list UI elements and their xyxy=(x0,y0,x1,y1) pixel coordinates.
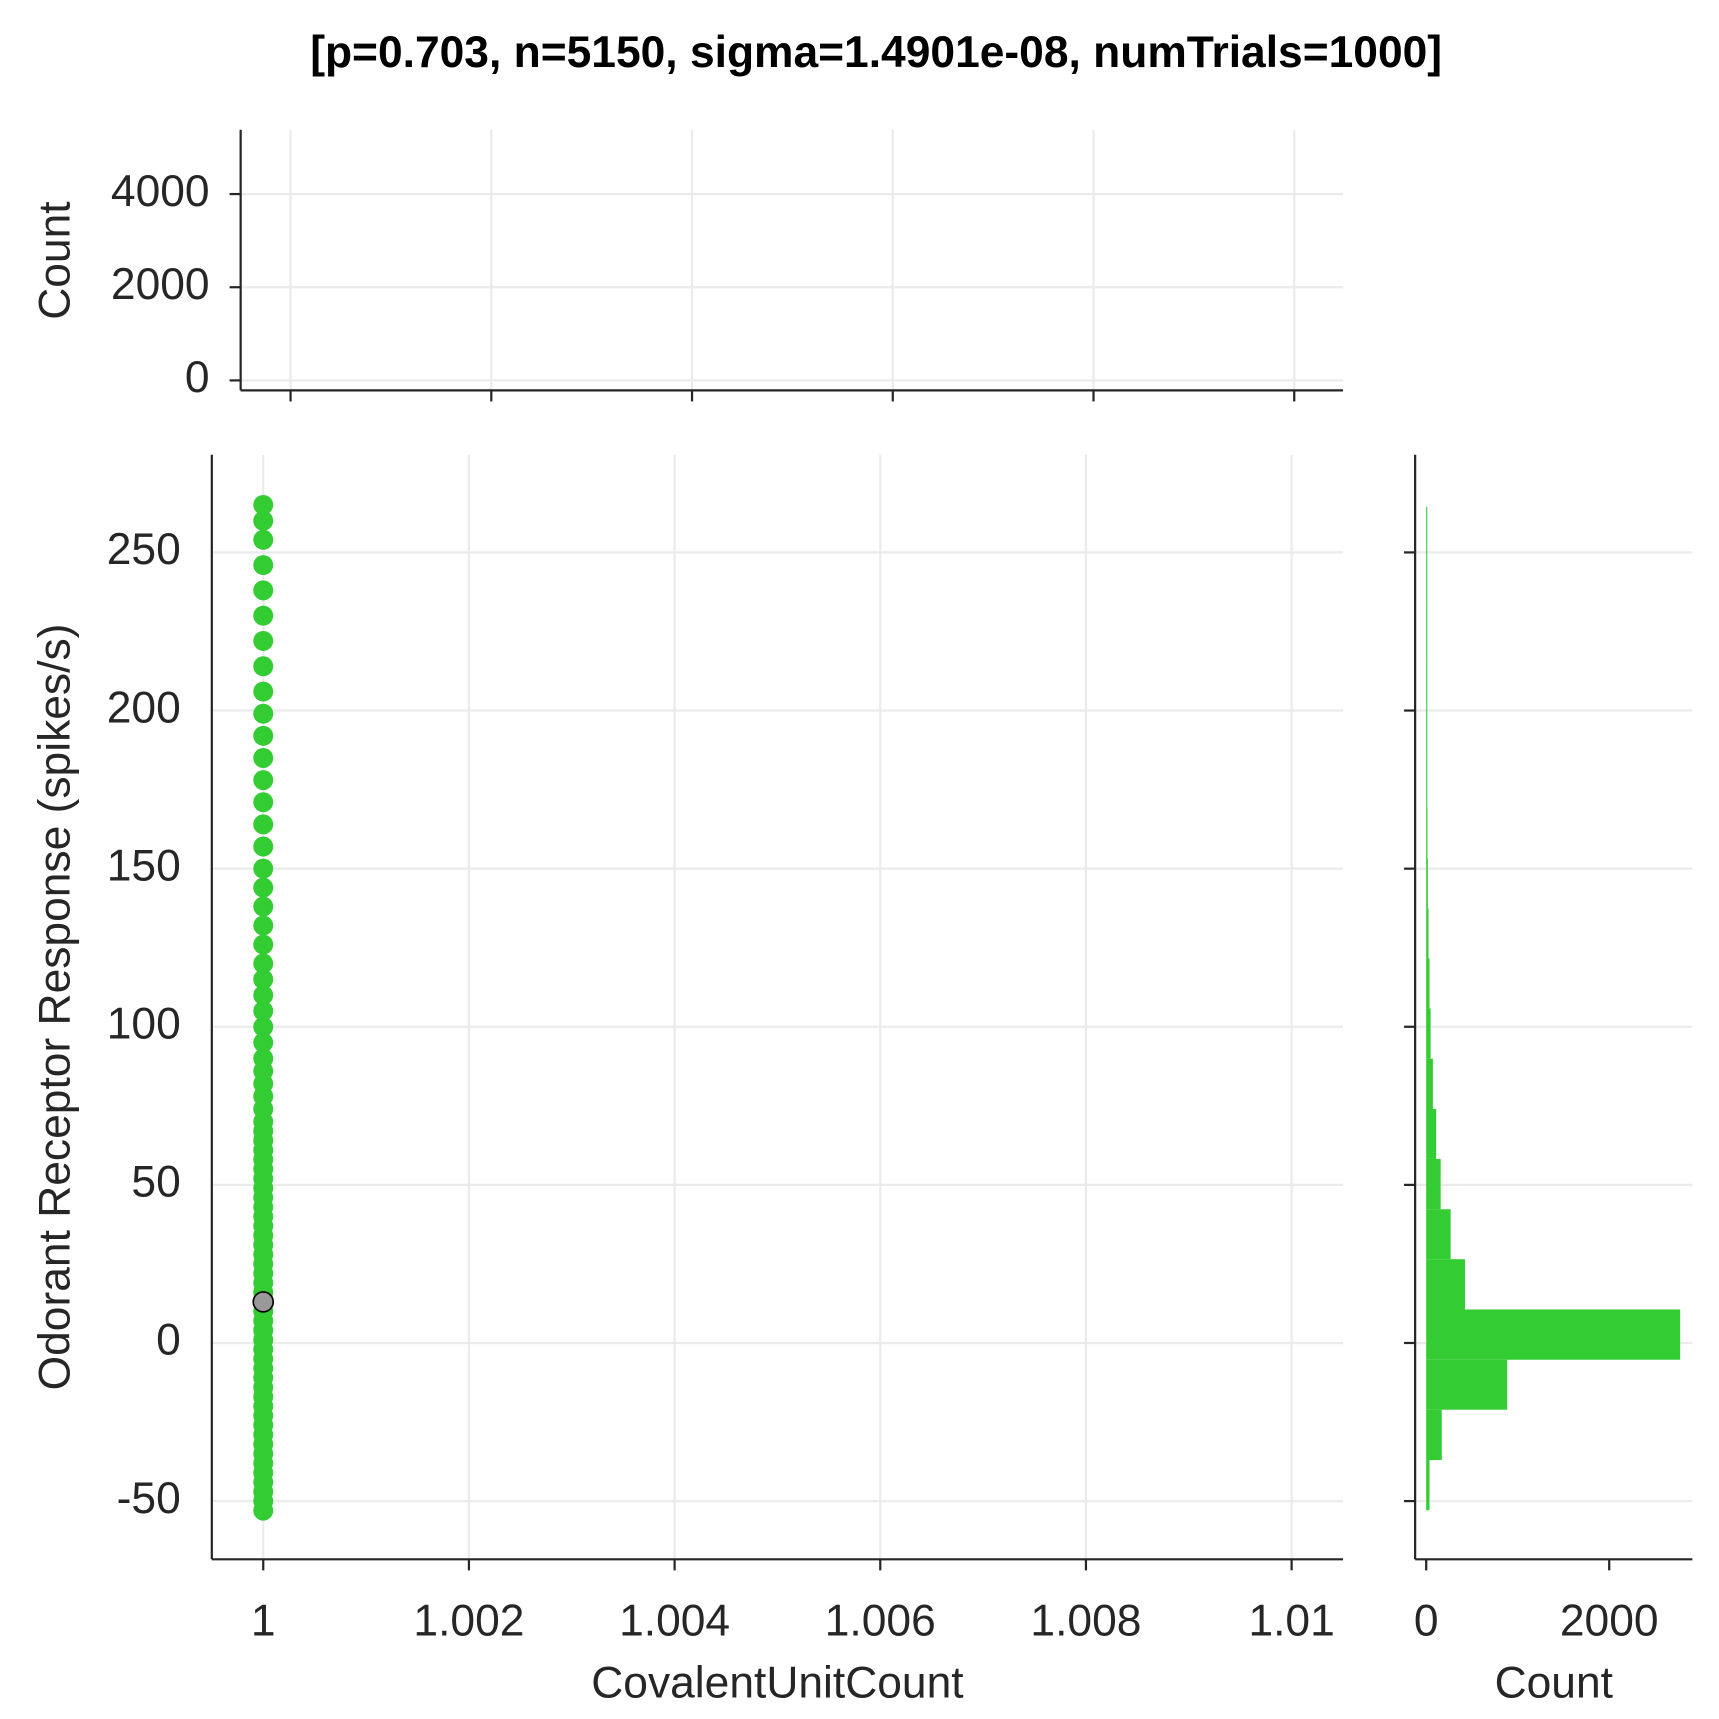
point xyxy=(253,858,274,879)
point xyxy=(253,792,274,813)
y-tick-label: 200 xyxy=(107,683,181,732)
bar xyxy=(1426,1209,1451,1260)
point xyxy=(253,953,274,974)
x-tick-label: 1.006 xyxy=(825,1596,936,1645)
bar xyxy=(1426,807,1428,859)
point xyxy=(253,1016,274,1037)
y-axis-label: Odorant Receptor Response (spikes/s) xyxy=(30,624,79,1391)
point xyxy=(253,725,274,746)
x-tick-label: 1 xyxy=(251,1596,276,1645)
x-tick-label: 1.01 xyxy=(1248,1596,1334,1645)
y-tick-label: 0 xyxy=(156,1316,181,1365)
point xyxy=(253,915,274,936)
bar xyxy=(1426,1359,1508,1410)
x-tick-label: 0 xyxy=(1414,1596,1439,1645)
x-axis-label: Count xyxy=(1495,1658,1613,1707)
point xyxy=(253,969,274,990)
bar xyxy=(1426,908,1429,959)
point xyxy=(253,934,274,955)
point xyxy=(253,495,274,515)
x-tick-label: 1.004 xyxy=(619,1596,730,1645)
bar xyxy=(1426,1058,1433,1109)
point xyxy=(253,896,274,917)
chart-title: [p=0.703, n=5150, sigma=1.4901e-08, numT… xyxy=(310,28,1442,77)
top-x-ticks xyxy=(289,129,1296,402)
bar xyxy=(1426,607,1428,658)
bar xyxy=(1426,506,1428,558)
y-axis-label: Count xyxy=(30,201,79,319)
point xyxy=(252,1291,275,1313)
bar xyxy=(1426,1008,1431,1059)
bar xyxy=(1426,707,1428,758)
point xyxy=(253,836,274,857)
y-tick-label: 2000 xyxy=(111,260,210,309)
point xyxy=(253,814,274,835)
x-tick-label: 2000 xyxy=(1560,1596,1659,1645)
bar xyxy=(1426,858,1428,909)
bar xyxy=(1426,1108,1437,1159)
y-tick-label: 100 xyxy=(107,999,181,1048)
x-axis-label: CovalentUnitCount xyxy=(591,1658,963,1707)
y-tick-label: 4000 xyxy=(111,167,210,216)
bar xyxy=(1426,757,1428,808)
bar xyxy=(1426,1309,1681,1360)
point xyxy=(253,1048,274,1069)
bar xyxy=(1426,1158,1441,1210)
point xyxy=(253,747,274,768)
point xyxy=(253,630,274,651)
point xyxy=(253,656,274,677)
point xyxy=(253,580,274,601)
y-tick-label: 50 xyxy=(131,1158,180,1207)
y-tick-label: 0 xyxy=(185,353,210,402)
point xyxy=(253,529,274,550)
y-tick-label: 150 xyxy=(107,841,181,890)
point xyxy=(253,770,274,791)
point xyxy=(253,681,274,702)
point xyxy=(253,510,274,531)
bar xyxy=(1426,1460,1430,1511)
point xyxy=(253,703,274,724)
bar xyxy=(1426,557,1428,608)
bar xyxy=(1426,958,1430,1009)
point xyxy=(253,985,274,1006)
point xyxy=(253,1000,274,1021)
bar xyxy=(1426,1259,1465,1310)
y-tick-label: 250 xyxy=(107,525,181,574)
point xyxy=(253,877,274,898)
bar xyxy=(1426,1409,1442,1461)
point xyxy=(253,555,274,576)
point xyxy=(253,1032,274,1053)
point xyxy=(253,605,274,626)
bar xyxy=(1426,657,1428,708)
y-tick-label: -50 xyxy=(117,1474,181,1523)
x-tick-label: 1.008 xyxy=(1030,1596,1141,1645)
x-tick-label: 1.002 xyxy=(413,1596,524,1645)
